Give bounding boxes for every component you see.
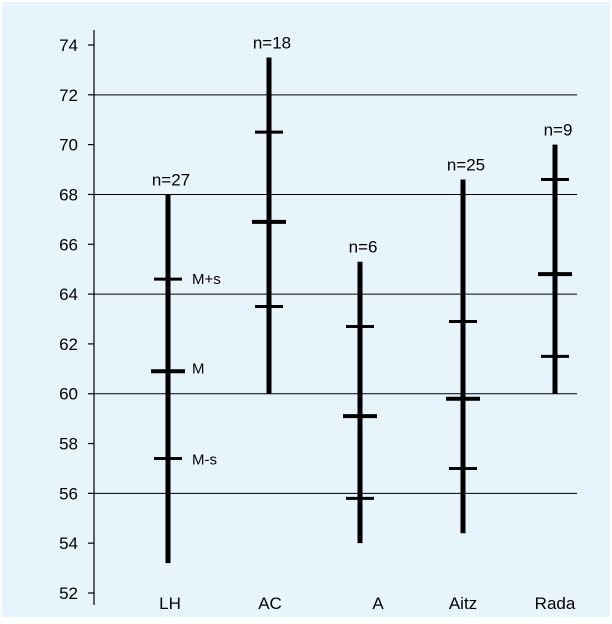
annotation-mean-plus-sd: M+s: [192, 271, 221, 288]
y-tick-label: 52: [59, 584, 78, 603]
category-label: Aitz: [449, 594, 477, 613]
y-tick-label: 74: [59, 36, 78, 55]
y-tick-label: 58: [59, 435, 78, 454]
range-bars: [151, 57, 572, 564]
plot-background: [2, 2, 610, 617]
y-axis: 52 54 56 58 60 62 64 66 68 70 72 74: [59, 30, 95, 605]
gridlines: [94, 94, 577, 494]
n-count-label: n=25: [447, 156, 485, 175]
y-tick-label: 72: [59, 86, 78, 105]
n-count-label: n=27: [152, 170, 190, 189]
y-tick-label: 64: [59, 285, 78, 304]
n-count-label: n=18: [253, 33, 291, 52]
category-labels: n=27 LH M+s M M-s n=18 AC n=6 An=25 Aitz n=9 Rada: [152, 33, 576, 613]
y-tick-label: 62: [59, 335, 78, 354]
y-tick-label: 56: [59, 484, 78, 503]
annotation-mean-minus-sd: M-s: [192, 451, 217, 468]
category-label: LH: [159, 594, 181, 613]
n-count-label: n=6: [349, 238, 378, 257]
y-tick-label: 70: [59, 136, 78, 155]
annotation-mean: M: [192, 360, 205, 377]
category-label: Rada: [535, 594, 576, 613]
y-tick-label: 60: [59, 385, 78, 404]
y-tick-label: 66: [59, 235, 78, 254]
category-label: AC: [258, 594, 282, 613]
y-tick-label: 54: [59, 534, 78, 553]
category-label: A: [372, 594, 384, 613]
y-tick-label: 68: [59, 185, 78, 204]
n-count-label: n=9: [544, 121, 573, 140]
